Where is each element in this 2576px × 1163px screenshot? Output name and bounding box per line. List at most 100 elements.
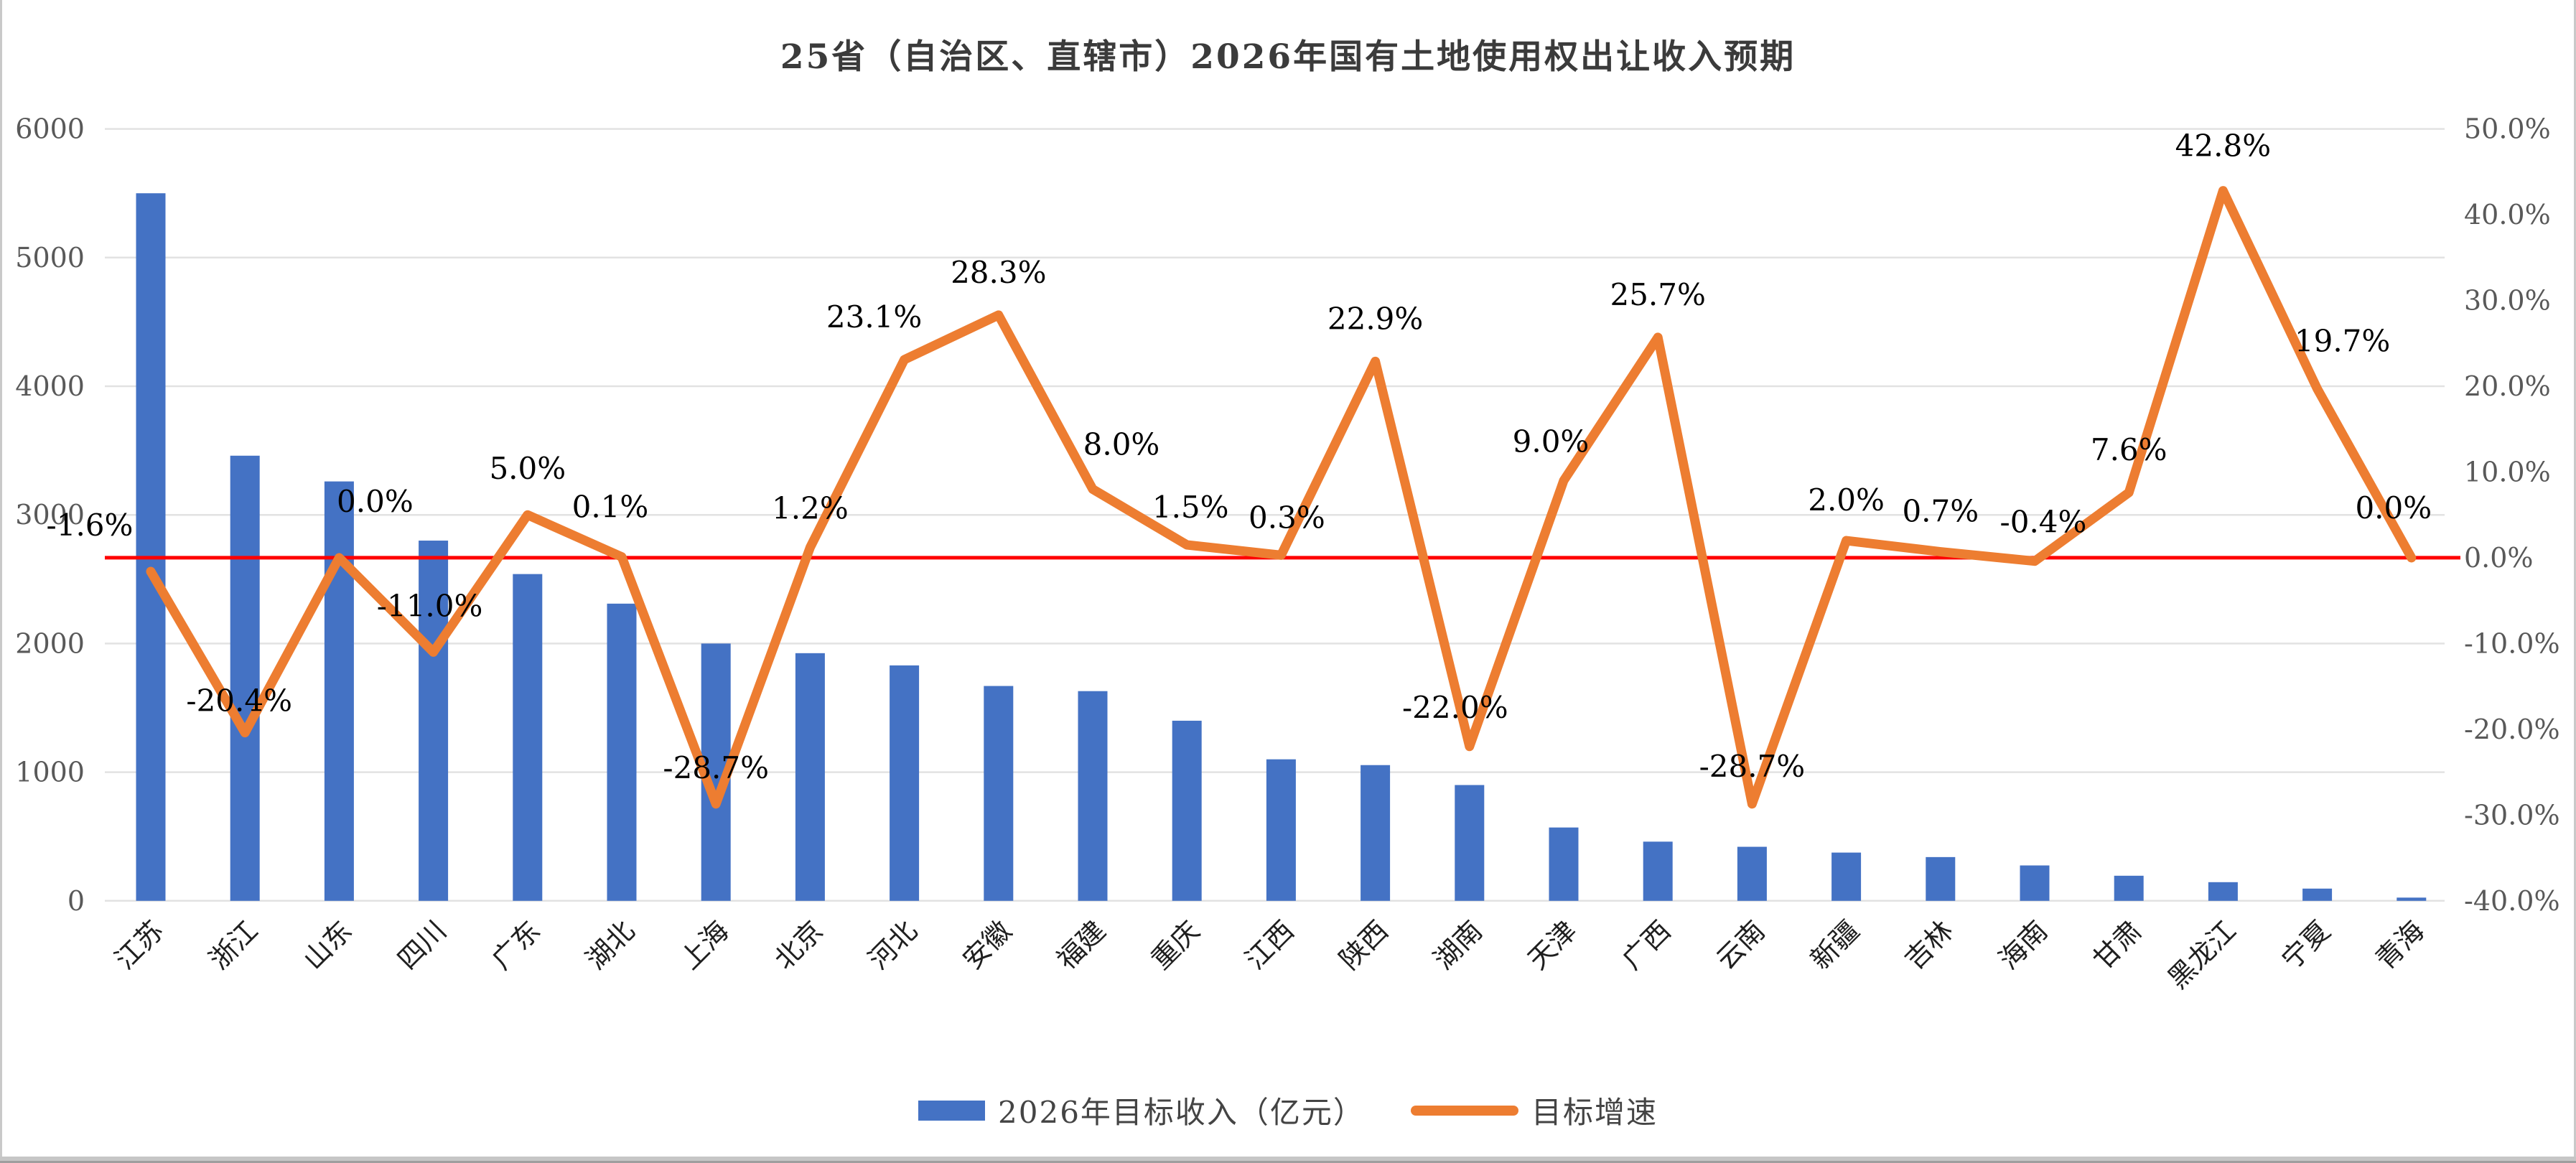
x-axis-label-重庆: 重庆	[1145, 915, 1206, 976]
bar-宁夏	[2302, 888, 2333, 901]
x-axis-label-北京: 北京	[768, 915, 829, 976]
x-axis-label-广西: 广西	[1616, 915, 1677, 976]
right-axis-tick-label: 30.0%	[2464, 285, 2551, 317]
bar-甘肃	[2114, 875, 2144, 901]
point-label-天津: 9.0%	[1513, 424, 1590, 459]
right-axis-tick-label: 20.0%	[2464, 370, 2551, 402]
point-label-青海: 0.0%	[2355, 490, 2432, 526]
right-axis-tick-label: -40.0%	[2464, 885, 2560, 917]
bar-青海	[2397, 897, 2427, 901]
bar-黑龙江	[2208, 882, 2238, 901]
right-axis-tick-label: 0.0%	[2464, 542, 2534, 574]
legend-label-income: 2026年目标收入（亿元）	[998, 1095, 1365, 1130]
x-axis-label-上海: 上海	[674, 915, 735, 976]
growth-line	[146, 186, 2417, 809]
point-label-重庆: 1.5%	[1152, 490, 1229, 525]
bar-北京	[795, 653, 825, 901]
left-axis-tick-label: 6000	[15, 113, 85, 145]
point-label-黑龙江: 42.8%	[2175, 129, 2271, 164]
point-label-宁夏: 19.7%	[2295, 324, 2390, 359]
bar-安徽	[984, 686, 1014, 901]
point-label-福建: 8.0%	[1083, 426, 1160, 462]
point-label-浙江: -20.4%	[186, 683, 292, 719]
legend-label-growth: 目标增速	[1531, 1095, 1658, 1130]
left-axis-tick-label: 4000	[15, 370, 85, 402]
window-border-right	[2574, 0, 2576, 1163]
bar-series-swatch-icon	[918, 1100, 986, 1121]
bar-河北	[890, 665, 920, 901]
x-axis-label-云南: 云南	[1710, 915, 1771, 976]
point-label-湖南: -22.0%	[1402, 690, 1508, 725]
left-axis-tick-label: 3000	[15, 499, 85, 531]
x-axis-label-山东: 山东	[297, 915, 358, 976]
right-axis-tick-label: -30.0%	[2464, 799, 2560, 831]
point-label-江苏: -1.6%	[47, 508, 134, 543]
point-label-甘肃: 7.6%	[2091, 432, 2167, 467]
right-axis-tick-label: 40.0%	[2464, 199, 2551, 230]
point-label-江西: 0.3%	[1249, 500, 1325, 535]
x-axis-label-湖南: 湖南	[1427, 915, 1488, 976]
bar-海南	[2020, 865, 2050, 901]
legend-item-growth: 目标增速	[1410, 1088, 1658, 1132]
x-axis-label-海南: 海南	[1993, 915, 2054, 976]
legend-item-income: 2026年目标收入（亿元）	[918, 1088, 1365, 1132]
right-axis-tick-label: -20.0%	[2464, 714, 2560, 745]
x-axis-label-天津: 天津	[1522, 915, 1583, 976]
point-label-陕西: 22.9%	[1327, 301, 1423, 336]
bar-吉林	[1926, 856, 1956, 901]
bar-云南	[1737, 846, 1767, 901]
left-axis-tick-label: 0	[67, 885, 85, 917]
bar-福建	[1078, 691, 1108, 901]
bar-山东	[324, 481, 354, 901]
bar-湖南	[1455, 785, 1485, 901]
bar-广东	[513, 574, 543, 901]
x-axis-label-青海: 青海	[2369, 915, 2430, 976]
x-axis-label-黑龙江: 黑龙江	[2162, 915, 2242, 995]
bar-重庆	[1172, 720, 1202, 901]
point-label-四川: -11.0%	[377, 588, 483, 623]
x-axis-label-江苏: 江苏	[109, 915, 170, 976]
bar-江西	[1266, 759, 1296, 901]
left-axis-tick-label: 2000	[15, 627, 85, 659]
window-bottom-bar	[0, 1157, 2576, 1163]
x-axis-label-湖北: 湖北	[580, 915, 641, 976]
point-label-广东: 5.0%	[489, 451, 566, 486]
bar-江苏	[136, 193, 166, 901]
right-axis-tick-label: 10.0%	[2464, 456, 2551, 487]
x-axis-label-福建: 福建	[1051, 915, 1112, 976]
x-axis-label-四川: 四川	[391, 915, 452, 976]
x-axis-label-江西: 江西	[1239, 915, 1300, 976]
bar-陕西	[1361, 765, 1391, 901]
x-axis-label-广东: 广东	[485, 915, 546, 976]
point-label-北京: 1.2%	[772, 491, 849, 526]
point-label-海南: -0.4%	[2000, 505, 2087, 540]
point-label-新疆: 2.0%	[1808, 482, 1885, 518]
point-label-广西: 25.7%	[1610, 277, 1705, 312]
left-axis-tick-label: 1000	[15, 757, 85, 788]
point-label-河北: 23.1%	[826, 299, 922, 335]
right-axis-tick-label: 50.0%	[2464, 113, 2551, 145]
bar-四川	[419, 541, 449, 901]
window-border-left	[0, 0, 2, 1163]
chart-legend: 2026年目标收入（亿元） 目标增速	[0, 1088, 2576, 1132]
point-label-山东: 0.0%	[337, 484, 414, 519]
bar-湖北	[607, 603, 637, 901]
bar-新疆	[1831, 852, 1862, 901]
x-axis-label-新疆: 新疆	[1804, 915, 1865, 976]
bar-天津	[1549, 827, 1579, 901]
chart-title: 25省（自治区、直辖市）2026年国有土地使用权出让收入预期	[780, 37, 1796, 77]
x-axis-label-浙江: 浙江	[203, 915, 264, 976]
x-axis-label-吉林: 吉林	[1898, 915, 1959, 976]
x-axis-label-甘肃: 甘肃	[2087, 915, 2148, 976]
x-axis-label-河北: 河北	[862, 915, 923, 976]
bar-浙江	[230, 455, 260, 901]
x-axis-label-安徽: 安徽	[956, 915, 1017, 976]
x-axis-label-陕西: 陕西	[1333, 915, 1394, 976]
left-axis-tick-label: 5000	[15, 242, 85, 274]
point-label-湖北: 0.1%	[572, 490, 649, 525]
line-series-swatch-icon	[1410, 1105, 1518, 1116]
point-label-上海: -28.7%	[663, 750, 769, 785]
point-label-吉林: 0.7%	[1902, 494, 1979, 529]
